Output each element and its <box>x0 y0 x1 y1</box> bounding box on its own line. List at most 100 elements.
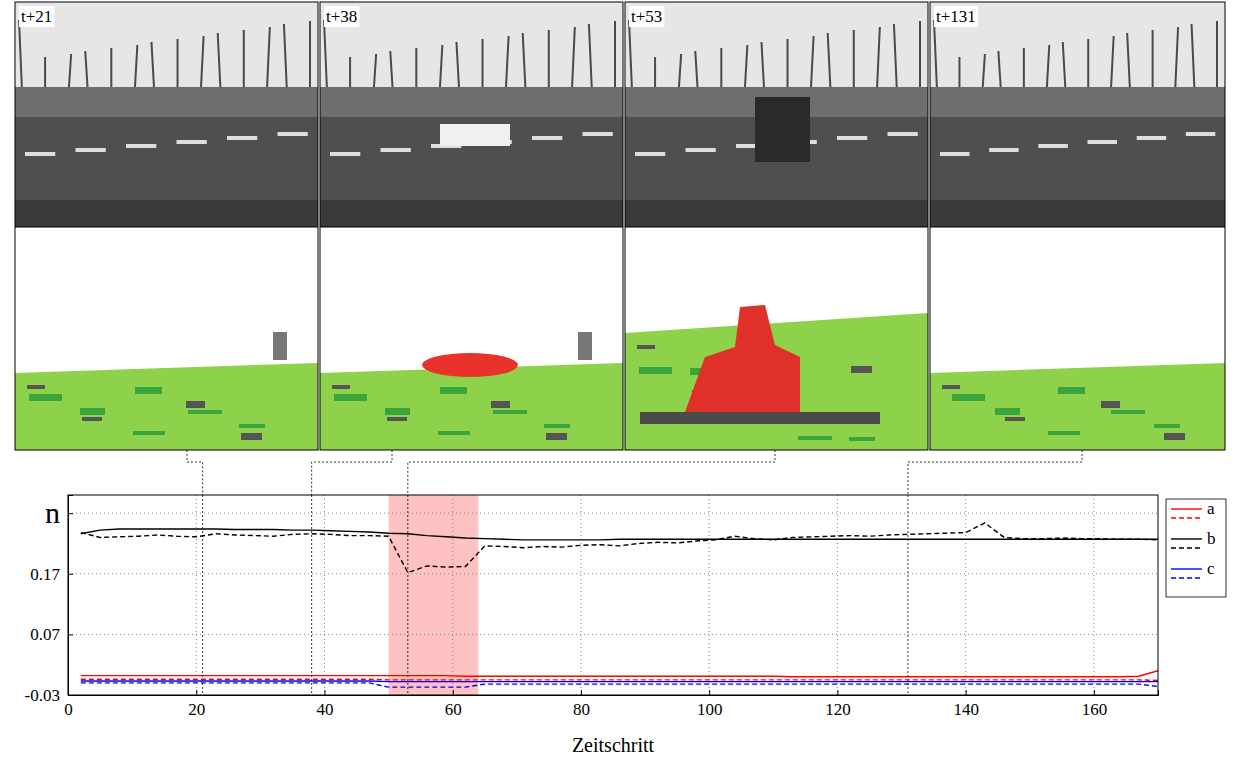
seg-background <box>320 227 623 450</box>
seg-patch <box>1111 410 1145 414</box>
x-tick: 40 <box>316 690 333 719</box>
x-tick-label: 40 <box>316 700 333 719</box>
y-tick-label: 0.17 <box>30 565 60 584</box>
series-line <box>81 680 1158 682</box>
x-tick-mark <box>709 690 710 695</box>
y-tick: 0.17 <box>30 565 73 584</box>
seg-patch <box>29 394 62 401</box>
x-tick: 140 <box>953 690 979 719</box>
figure: t+21t+38t+53t+131020406080100120140160n0… <box>0 0 1234 765</box>
x-tick: 100 <box>697 690 723 719</box>
grid-line-x <box>965 495 966 695</box>
panel-divider <box>625 227 928 228</box>
seg-patch <box>1154 424 1180 428</box>
x-tick-label: 100 <box>697 700 723 719</box>
grid-line-x <box>324 495 325 695</box>
x-tick-label: 80 <box>573 700 590 719</box>
plot-frame <box>68 495 1158 695</box>
grid-line-x <box>452 495 453 695</box>
x-tick-mark <box>1094 690 1095 695</box>
photo-lane-mark <box>177 140 207 144</box>
seg-patch <box>849 437 875 441</box>
y-tick-mark <box>68 634 73 635</box>
photo-lane-mark <box>76 148 106 152</box>
image-panel: t+131 <box>930 2 1225 450</box>
photo-trees-band <box>320 87 623 117</box>
seg-patch <box>82 417 102 421</box>
grid-line-y <box>68 513 1158 514</box>
photo-road <box>320 117 623 227</box>
photo-lane-mark <box>940 152 970 156</box>
x-tick-mark <box>966 690 967 695</box>
highlight-band <box>389 495 479 695</box>
photo-lane-mark <box>837 136 867 140</box>
y-tick-mark <box>68 513 73 514</box>
image-panels: t+21t+38t+53t+131 <box>15 2 1225 450</box>
x-tick: 160 <box>1082 690 1108 719</box>
seg-object <box>685 305 800 412</box>
seg-patch <box>491 401 510 408</box>
photo-lane-mark <box>126 144 156 148</box>
legend-swatch <box>1171 517 1202 518</box>
photo-lane-mark <box>532 136 562 140</box>
photo-hood <box>320 200 623 227</box>
frame-label: t+38 <box>326 7 357 26</box>
panel-frame <box>15 2 318 450</box>
frame-marker <box>407 495 408 695</box>
seg-background <box>625 227 928 450</box>
frame-connector <box>187 450 203 495</box>
x-tick-mark <box>453 690 454 695</box>
y-tick-mark <box>68 574 73 575</box>
series-line <box>81 671 1158 677</box>
seg-object-shadow <box>640 412 880 424</box>
legend-label: a <box>1207 499 1215 518</box>
photo-lane-mark <box>686 148 716 152</box>
seg-object <box>422 353 518 377</box>
panel-divider <box>930 227 1225 228</box>
legend-label: c <box>1207 559 1215 578</box>
photo-lane-mark <box>25 152 55 156</box>
photo-lane-mark <box>583 132 613 136</box>
photo-object <box>440 124 510 146</box>
seg-patch <box>1048 431 1080 435</box>
legend-swatch <box>1171 547 1202 548</box>
frame-label-bg <box>19 6 54 27</box>
photo-lane-mark <box>888 132 918 136</box>
seg-patch <box>851 366 872 373</box>
legend-box <box>1166 499 1226 597</box>
grid-line-x <box>1093 495 1094 695</box>
series-line <box>81 523 1158 573</box>
photo-lane-mark <box>1088 140 1118 144</box>
x-tick-mark <box>581 690 582 695</box>
seg-patch <box>544 424 570 428</box>
x-tick: 120 <box>825 690 851 719</box>
photo-object <box>755 97 810 162</box>
seg-patch <box>440 387 467 394</box>
legend: abc <box>1166 499 1226 597</box>
seg-patch <box>385 408 410 415</box>
frame-connector <box>312 450 392 495</box>
image-panel: t+53 <box>625 2 928 450</box>
frame-label: t+53 <box>631 7 662 26</box>
x-tick-label: 20 <box>188 700 205 719</box>
photo-lane-mark <box>635 152 665 156</box>
x-tick: 60 <box>445 690 462 719</box>
seg-patch <box>239 424 265 428</box>
photo-trees-band <box>930 87 1225 117</box>
seg-patch <box>1101 401 1120 408</box>
seg-patch <box>241 433 262 440</box>
x-axis: 020406080100120140160 <box>64 690 1158 719</box>
seg-patch <box>27 385 45 389</box>
seg-patch <box>798 436 832 440</box>
series-line <box>81 679 1158 680</box>
seg-sign <box>273 332 287 360</box>
frame-connector <box>408 450 775 495</box>
photo-hood <box>930 200 1225 227</box>
grid-line-x <box>580 495 581 695</box>
y-tick: n <box>45 496 73 529</box>
legend-swatch <box>1171 508 1202 509</box>
frame-marker <box>311 495 312 695</box>
panel-divider <box>320 227 623 228</box>
seg-patch <box>546 433 567 440</box>
y-axis: n0.170.07-0.03 <box>25 496 73 705</box>
